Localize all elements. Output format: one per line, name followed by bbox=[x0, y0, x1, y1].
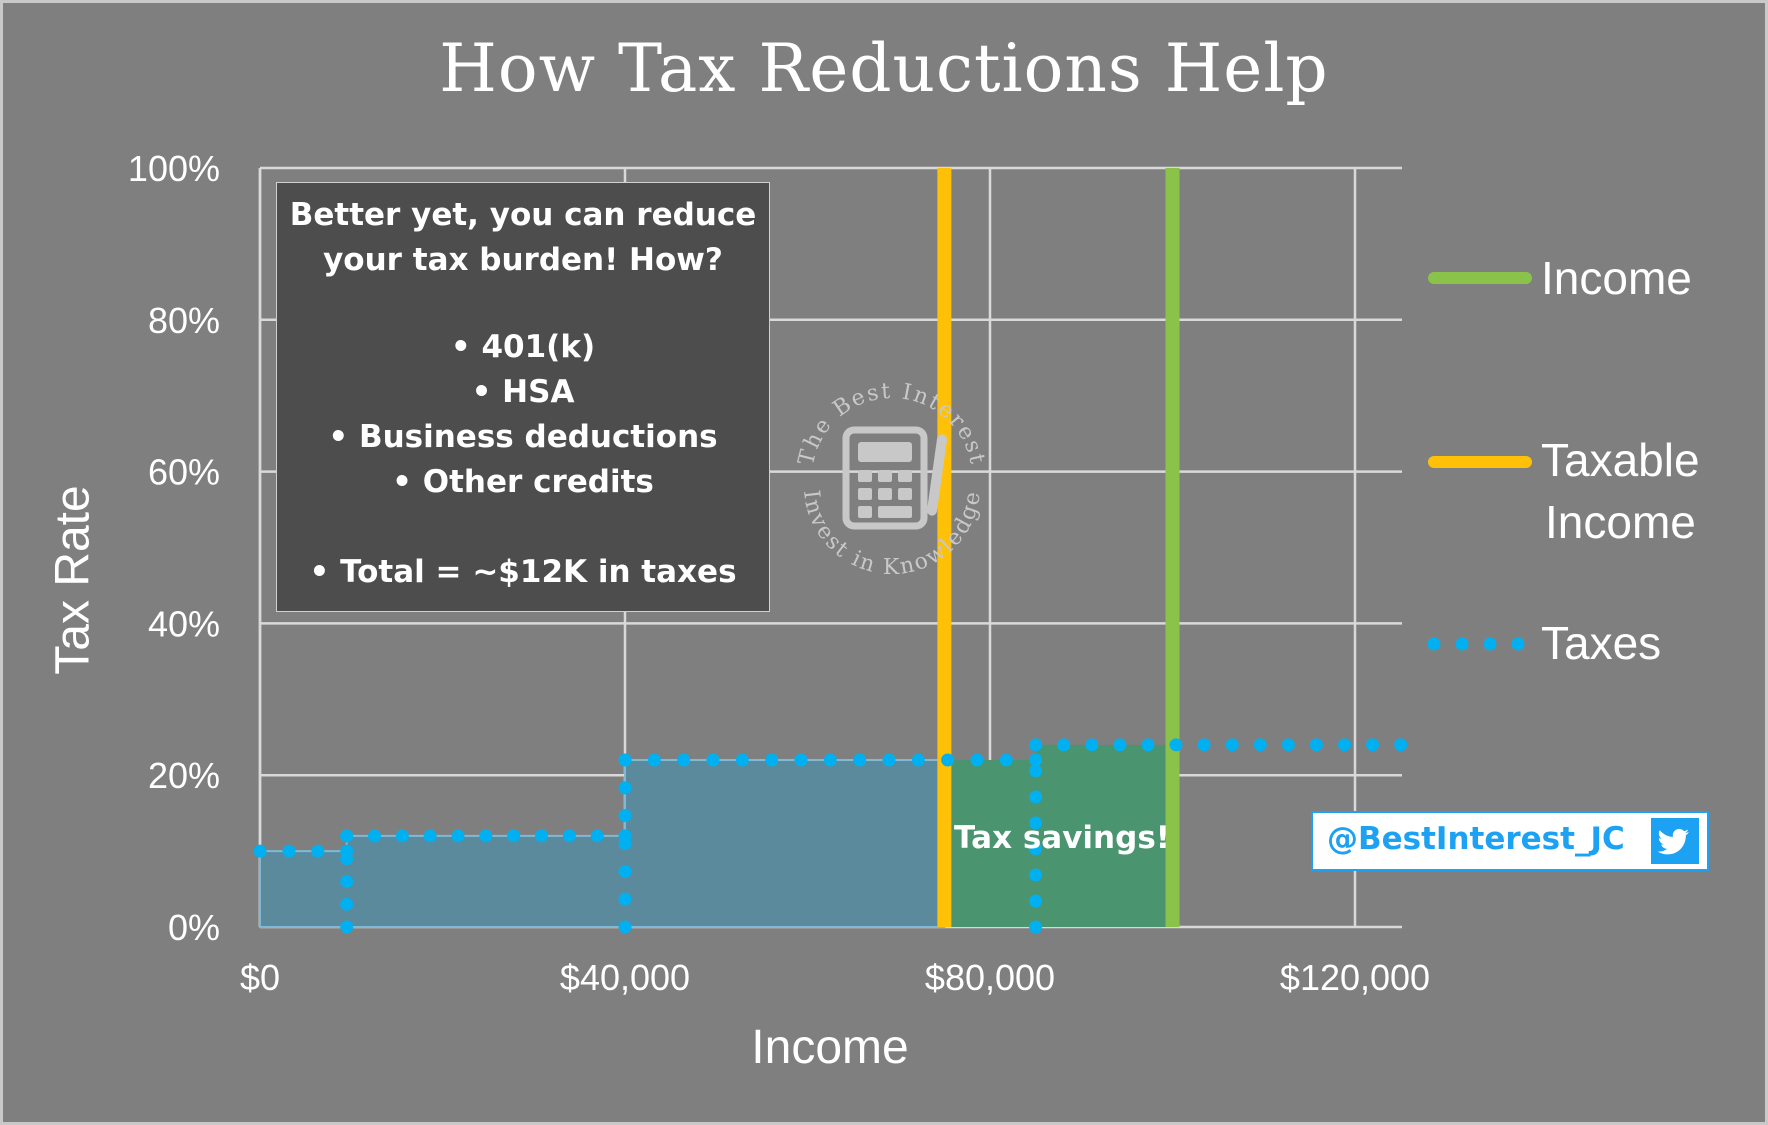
taxes-step-point bbox=[970, 753, 984, 767]
taxes-step-point bbox=[794, 753, 808, 767]
x-tick-label: $120,000 bbox=[1280, 957, 1430, 998]
taxes-step-point bbox=[853, 753, 867, 767]
taxes-step-point bbox=[590, 829, 604, 843]
y-tick-label: 80% bbox=[148, 300, 220, 341]
taxes-step-point bbox=[395, 829, 409, 843]
taxes-step-point bbox=[1394, 738, 1408, 752]
taxes-step-point bbox=[1141, 738, 1155, 752]
taxes-step-point bbox=[999, 753, 1013, 767]
info-line-2: your tax burden! How? bbox=[323, 242, 723, 278]
taxes-step-riser bbox=[1029, 816, 1043, 830]
info-line-1: Better yet, you can reduce bbox=[289, 197, 757, 233]
taxes-step-riser bbox=[618, 920, 632, 934]
info-bullet-hsa: • HSA bbox=[471, 374, 575, 410]
taxes-step-point bbox=[618, 753, 632, 767]
taxes-step-riser bbox=[1029, 920, 1043, 934]
taxes-step-point bbox=[911, 753, 925, 767]
taxes-step-riser bbox=[618, 892, 632, 906]
info-bullet-401k: • 401(k) bbox=[450, 329, 596, 365]
legend-label-taxable-line1: Taxable bbox=[1541, 434, 1700, 486]
taxes-step-riser bbox=[340, 920, 354, 934]
x-axis-title: Income bbox=[751, 1021, 909, 1074]
taxes-step-point bbox=[1253, 738, 1267, 752]
taxes-step-riser bbox=[618, 809, 632, 823]
taxes-step-point bbox=[1225, 738, 1239, 752]
legend-label-taxes: Taxes bbox=[1541, 617, 1662, 669]
taxes-step-riser bbox=[1029, 894, 1043, 908]
taxes-step-point bbox=[647, 753, 661, 767]
taxes-step-point bbox=[941, 753, 955, 767]
watermark-logo: The Best Interest Invest in Knowledge bbox=[794, 379, 988, 580]
twitter-handle-badge[interactable]: @BestInterest_JC bbox=[1311, 811, 1709, 871]
taxes-step-point bbox=[368, 829, 382, 843]
legend-swatch-taxes bbox=[1427, 637, 1525, 651]
y-tick-label: 40% bbox=[148, 603, 220, 644]
tax-savings-label: Tax savings! bbox=[954, 820, 1170, 856]
taxes-step-point bbox=[677, 753, 691, 767]
info-bullet-business: • Business deductions bbox=[328, 419, 718, 455]
taxes-step-point bbox=[311, 844, 325, 858]
y-tick-label: 100% bbox=[128, 148, 220, 189]
taxes-step-point bbox=[451, 829, 465, 843]
taxes-step-point bbox=[1169, 738, 1183, 752]
taxes-step-point bbox=[1337, 738, 1351, 752]
taxes-step-point bbox=[1113, 738, 1127, 752]
taxes-step-riser bbox=[340, 897, 354, 911]
calculator-icon bbox=[842, 426, 948, 530]
taxes-step-riser bbox=[618, 837, 632, 851]
legend-label-taxable-line2: Income bbox=[1545, 496, 1696, 548]
chart-title: How Tax Reductions Help bbox=[439, 30, 1329, 107]
taxes-step-point bbox=[340, 829, 354, 843]
taxes-step-point bbox=[1085, 738, 1099, 752]
info-bullet-credits: • Other credits bbox=[392, 464, 654, 500]
taxes-step-riser bbox=[1029, 790, 1043, 804]
legend-swatch-income bbox=[1428, 272, 1532, 284]
x-tick-label: $80,000 bbox=[925, 957, 1055, 998]
taxes-step-point bbox=[253, 844, 267, 858]
taxes-step-point bbox=[735, 753, 749, 767]
taxes-step-riser bbox=[618, 781, 632, 795]
taxes-step-point bbox=[823, 753, 837, 767]
info-bullet-total: • Total = ~$12K in taxes bbox=[309, 554, 737, 590]
twitter-handle-text: @BestInterest_JC bbox=[1327, 821, 1625, 857]
taxes-step-point bbox=[1281, 738, 1295, 752]
taxes-step-point bbox=[479, 829, 493, 843]
legend-swatch-taxable bbox=[1428, 456, 1532, 468]
tax-savings-area bbox=[944, 744, 1173, 927]
taxes-step-riser bbox=[1029, 868, 1043, 882]
taxes-step-riser bbox=[1029, 764, 1043, 778]
taxes-step-point bbox=[562, 829, 576, 843]
taxes-step-point bbox=[423, 829, 437, 843]
x-tick-label: $40,000 bbox=[560, 957, 690, 998]
taxes-step-point bbox=[1366, 738, 1380, 752]
taxes-step-point bbox=[706, 753, 720, 767]
x-tick-label: $0 bbox=[240, 957, 280, 998]
tax-reduction-info-box: Better yet, you can reduce your tax burd… bbox=[276, 182, 770, 612]
taxes-step-point bbox=[1029, 738, 1043, 752]
svg-text:Invest in Knowledge: Invest in Knowledge bbox=[798, 488, 986, 580]
taxes-step-point bbox=[507, 829, 521, 843]
taxes-step-riser bbox=[1029, 842, 1043, 856]
legend-label-income: Income bbox=[1541, 252, 1692, 304]
taxes-step-riser bbox=[618, 864, 632, 878]
taxes-step-point bbox=[1057, 738, 1071, 752]
taxed-area bbox=[259, 759, 946, 928]
taxes-step-point bbox=[1309, 738, 1323, 752]
taxes-step-point bbox=[535, 829, 549, 843]
twitter-bird-icon bbox=[1651, 818, 1699, 864]
watermark-bottom-text: Invest in Knowledge bbox=[798, 488, 984, 580]
taxes-step-riser bbox=[340, 852, 354, 866]
taxes-step-riser bbox=[340, 874, 354, 888]
y-tick-label: 0% bbox=[168, 907, 220, 948]
y-tick-label: 20% bbox=[148, 755, 220, 796]
taxes-step-point bbox=[1029, 753, 1043, 767]
y-tick-label: 60% bbox=[148, 452, 220, 493]
taxes-step-point bbox=[1197, 738, 1211, 752]
taxes-step-point bbox=[282, 844, 296, 858]
taxes-step-point bbox=[765, 753, 779, 767]
taxes-step-point bbox=[882, 753, 896, 767]
